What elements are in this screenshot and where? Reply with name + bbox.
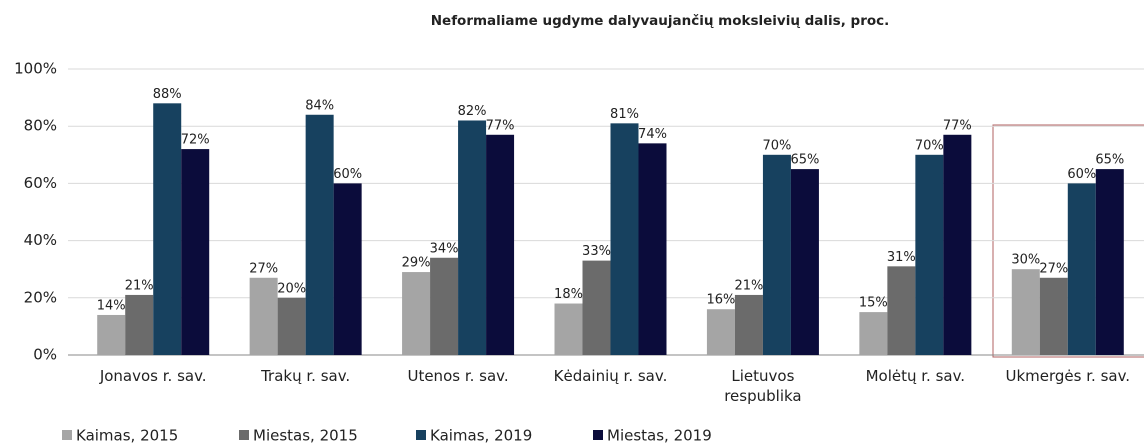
x-tick-label: Trakų r. sav. (261, 367, 351, 385)
value-label: 77% (943, 118, 972, 133)
value-label: 20% (277, 281, 306, 296)
bar (1039, 277, 1068, 355)
legend-label: Kaimas, 2019 (430, 427, 532, 443)
bar (706, 309, 735, 355)
y-tick-label: 40% (24, 231, 57, 249)
value-label: 33% (582, 244, 611, 259)
bar (790, 169, 819, 355)
value-label: 29% (402, 256, 431, 271)
bar (859, 312, 888, 355)
legend-swatch (416, 430, 426, 440)
value-label: 65% (1095, 153, 1124, 168)
bar (915, 154, 944, 355)
bar (125, 294, 154, 355)
value-label: 84% (305, 98, 334, 113)
bar (1095, 169, 1124, 355)
bar (943, 134, 972, 355)
y-tick-label: 80% (24, 117, 57, 135)
bar (333, 183, 362, 355)
y-tick-label: 60% (24, 174, 57, 192)
value-label: 60% (1067, 167, 1096, 182)
bar (887, 266, 916, 355)
x-tick-label: Ukmergės r. sav. (1005, 367, 1131, 385)
y-tick-label: 20% (24, 288, 57, 306)
x-tick-label: Kėdainių r. sav. (553, 367, 668, 385)
value-label: 70% (762, 138, 791, 153)
x-tick-label: Lietuvos respublika (724, 367, 802, 405)
legend-swatch (62, 430, 72, 440)
x-tick-label: Molėtų r. sav. (865, 367, 966, 385)
legend-swatch (239, 430, 249, 440)
value-label: 21% (734, 278, 763, 293)
bar (402, 272, 431, 355)
bar (97, 314, 126, 355)
bar (305, 114, 334, 355)
bar (554, 303, 583, 355)
legend-label: Kaimas, 2015 (76, 427, 178, 443)
legend-swatch (593, 430, 603, 440)
bar (277, 297, 306, 355)
bar (638, 143, 667, 355)
y-tick-label: 0% (33, 346, 57, 364)
value-label: 31% (887, 250, 916, 265)
legend-label: Miestas, 2015 (253, 427, 358, 443)
bar (458, 120, 487, 355)
bar (430, 257, 459, 355)
value-label: 14% (97, 298, 126, 313)
x-tick-label: Utenos r. sav. (407, 367, 509, 385)
bar (1067, 183, 1096, 355)
value-label: 77% (486, 118, 515, 133)
value-label: 81% (610, 107, 639, 122)
value-label: 74% (638, 127, 667, 142)
value-label: 27% (1039, 261, 1068, 276)
value-label: 65% (790, 153, 819, 168)
value-label: 16% (706, 293, 735, 308)
value-label: 88% (153, 87, 182, 102)
bar (582, 260, 611, 355)
value-label: 15% (859, 296, 888, 311)
y-tick-label: 100% (14, 60, 57, 78)
bar (1011, 269, 1040, 355)
bar (153, 103, 182, 355)
value-label: 70% (915, 138, 944, 153)
value-label: 60% (333, 167, 362, 182)
legend-label: Miestas, 2019 (607, 427, 712, 443)
value-label: 82% (458, 104, 487, 119)
bar (181, 149, 210, 355)
chart-title: Neformaliame ugdyme dalyvaujančių moksle… (431, 13, 890, 29)
bar (486, 134, 515, 355)
x-tick-label: Jonavos r. sav. (99, 367, 207, 385)
value-label: 30% (1011, 253, 1040, 268)
value-label: 21% (125, 278, 154, 293)
bar (249, 277, 278, 355)
value-label: 72% (181, 133, 210, 148)
value-label: 34% (430, 241, 459, 256)
value-label: 18% (554, 287, 583, 302)
bar (734, 294, 763, 355)
bar (762, 154, 791, 355)
bar (610, 123, 639, 355)
value-label: 27% (249, 261, 278, 276)
